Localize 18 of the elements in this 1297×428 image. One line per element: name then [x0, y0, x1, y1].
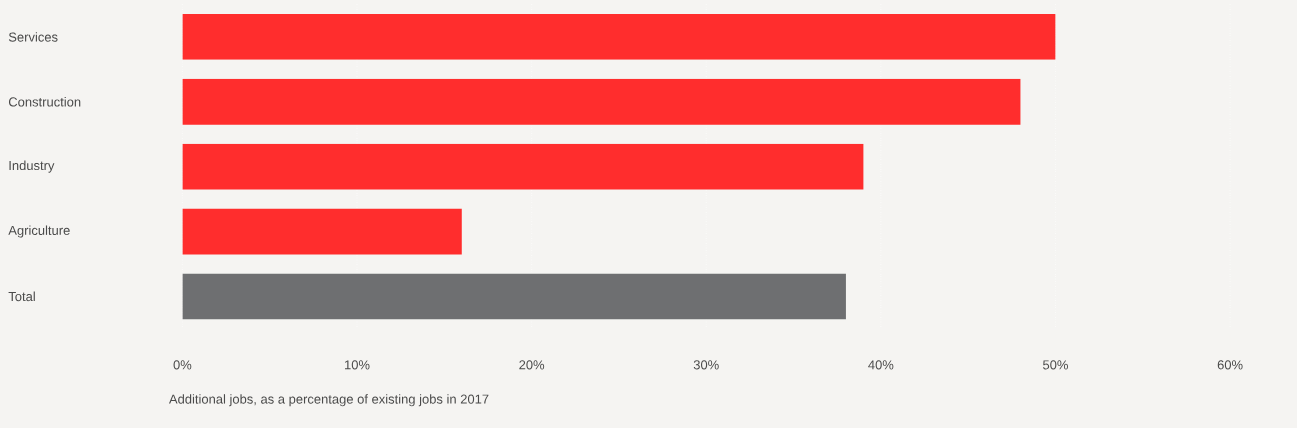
x-tick-label: 20%	[519, 360, 545, 370]
bar	[182, 208, 462, 255]
x-tick-label: 40%	[868, 360, 894, 370]
bar	[182, 78, 1021, 125]
y-tick-label: Agriculture	[8, 225, 70, 238]
x-tick-label: 60%	[1217, 360, 1243, 370]
y-tick-label: Construction	[8, 96, 81, 107]
x-tick-label: 30%	[693, 360, 719, 370]
x-tick-label: 0%	[173, 360, 192, 370]
y-tick-label: Total	[8, 291, 35, 302]
bar	[182, 143, 864, 190]
bar	[182, 273, 846, 320]
x-tick-label: 10%	[345, 360, 370, 370]
y-tick-label: Industry	[9, 160, 55, 173]
y-tick-label: Services	[8, 32, 58, 42]
x-axis-title: Additional jobs, as a percentage of existing jobs in 2017	[168, 394, 489, 407]
x-tick-label: 50%	[1043, 360, 1068, 370]
bar	[182, 13, 1056, 60]
